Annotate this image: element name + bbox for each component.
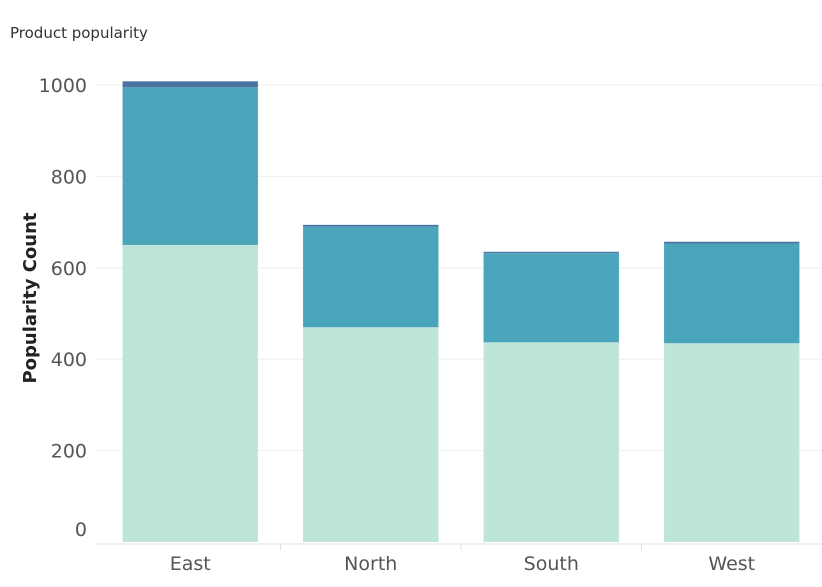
bar-segment-north-2 [303,226,439,328]
axes: 0 200 400 600 800 1000 East North South West [39,75,822,575]
x-tick-label-north: North [344,553,397,575]
y-axis-title: Popularity Count [20,212,41,383]
y-tick-label: 600 [51,258,87,280]
x-tick-label-south: South [524,553,579,575]
bar-segment-west-3 [664,241,800,244]
bar-segment-east-3 [122,81,258,88]
bar-segment-west-2 [664,243,800,344]
bars [122,81,800,542]
bar-segment-south-3 [483,251,619,254]
bar-segment-north-1 [303,327,439,542]
y-tick-label: 200 [51,441,87,463]
x-tick-label-west: West [708,553,755,575]
bar-segment-north-3 [303,224,439,227]
bar-segment-east-1 [122,244,258,542]
y-tick-label: 0 [75,519,87,541]
x-tick-label-east: East [170,553,211,575]
bar-segment-east-2 [122,87,258,245]
bar-segment-south-2 [483,253,619,343]
bar-segment-west-1 [664,343,800,542]
y-tick-label: 800 [51,166,87,188]
bar-segment-south-1 [483,342,619,542]
chart-title: Product popularity [10,24,148,42]
y-tick-label: 400 [51,349,87,371]
y-tick-label: 1000 [39,75,87,97]
